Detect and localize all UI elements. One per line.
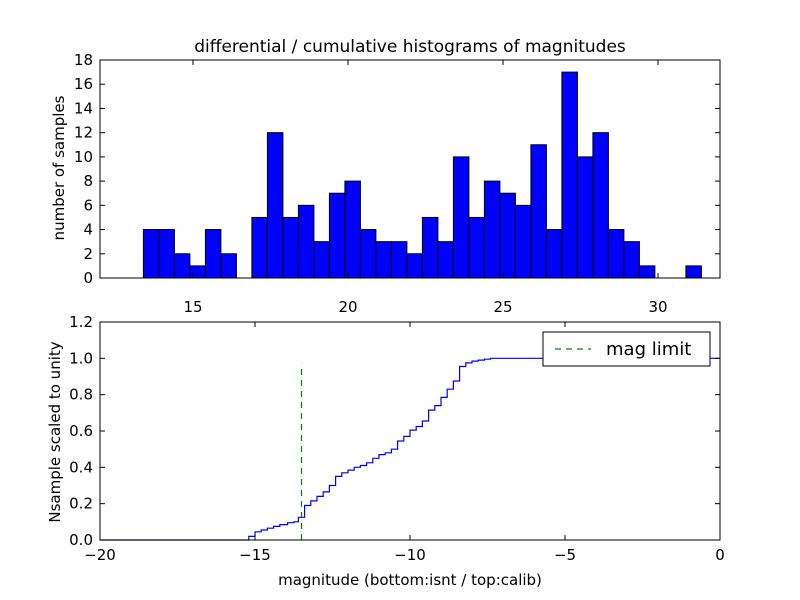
legend: mag limit (542, 331, 711, 367)
cumulative-x-axis-label: magnitude (bottom:isnt / top:calib) (278, 571, 542, 589)
y-tick-label: 2 (83, 245, 93, 263)
histogram-bar (251, 216, 268, 279)
x-tick-label: −10 (394, 546, 426, 564)
histogram-ticks: 0 2 4 6 8 10 12 14 16 18 15 20 25 30 (74, 51, 720, 316)
histogram-bar (328, 192, 346, 279)
histogram-bar (545, 229, 563, 279)
y-tick-label: 1.2 (69, 313, 93, 331)
histogram-bar (173, 253, 191, 279)
histogram-bar (499, 192, 516, 279)
y-tick-label: 8 (83, 172, 93, 190)
y-tick-label: 12 (74, 124, 93, 142)
y-tick-label: 0.6 (69, 422, 93, 440)
histogram-bar (359, 229, 377, 279)
cumulative-y-axis-label: Nsample scaled to unity (46, 341, 64, 522)
y-tick-label: 14 (74, 99, 93, 117)
histogram-bar (483, 180, 501, 279)
histogram-bar (406, 253, 423, 279)
y-tick-label: 1.0 (69, 349, 93, 367)
x-tick-label: 30 (648, 298, 667, 316)
histogram-bar (189, 265, 206, 279)
y-tick-label: 6 (83, 196, 93, 214)
x-tick-label: −5 (554, 546, 576, 564)
y-tick-label: 16 (74, 75, 93, 93)
y-tick-label: 0.4 (69, 458, 93, 476)
y-tick-label: 0.0 (69, 531, 93, 549)
histogram-bar (685, 265, 702, 279)
y-tick-label: 0.2 (69, 495, 93, 513)
histogram-bar (266, 132, 284, 279)
y-tick-label: 10 (74, 148, 93, 166)
histogram-bar (561, 71, 578, 279)
histogram-bar (158, 229, 175, 279)
x-tick-label: 15 (183, 298, 202, 316)
x-tick-label: −15 (239, 546, 271, 564)
x-tick-label: −20 (84, 546, 116, 564)
cumulative-ticks: 0.0 0.2 0.4 0.6 0.8 1.0 1.2 −20 −15 −10 −5 0 (69, 313, 725, 564)
x-tick-label: 0 (715, 546, 725, 564)
histogram-panel: differential / cumulative histograms of … (50, 37, 721, 316)
cumulative-step-line (100, 357, 720, 541)
histogram-bar (437, 241, 454, 279)
histogram-bar (623, 241, 640, 279)
cumulative-panel: Nsample scaled to unity magnitude (botto… (46, 313, 725, 589)
histogram-bar (375, 241, 392, 279)
histogram-axes-frame (99, 59, 721, 279)
histogram-bars (142, 71, 702, 279)
histogram-bar (204, 229, 222, 279)
histogram-bar (592, 132, 609, 279)
histogram-bar (313, 241, 330, 279)
histogram-bar (421, 216, 439, 279)
histogram-bar (452, 156, 470, 279)
histogram-bar (530, 144, 547, 279)
histogram-bar (607, 229, 625, 279)
y-tick-label: 18 (74, 51, 93, 69)
histogram-bar (220, 253, 237, 279)
histogram-bar (638, 265, 656, 279)
x-tick-label: 25 (493, 298, 512, 316)
histogram-bar (468, 216, 485, 279)
histogram-bar (142, 229, 160, 279)
y-tick-label: 0 (83, 269, 93, 287)
y-tick-label: 4 (83, 221, 93, 239)
cumulative-axes-frame (99, 321, 721, 541)
y-tick-label: 0.8 (69, 386, 93, 404)
chart-title: differential / cumulative histograms of … (194, 37, 626, 57)
histogram-bar (390, 241, 408, 279)
histogram-bar (514, 204, 532, 279)
cumulative-lines (100, 357, 720, 541)
histogram-y-axis-label: number of samples (50, 95, 68, 240)
histogram-bar (282, 216, 299, 279)
histogram-bar (344, 180, 361, 279)
histogram-bar (297, 204, 315, 279)
x-tick-label: 20 (338, 298, 357, 316)
legend-label-mag-limit: mag limit (606, 339, 691, 360)
histogram-bar (576, 156, 594, 279)
